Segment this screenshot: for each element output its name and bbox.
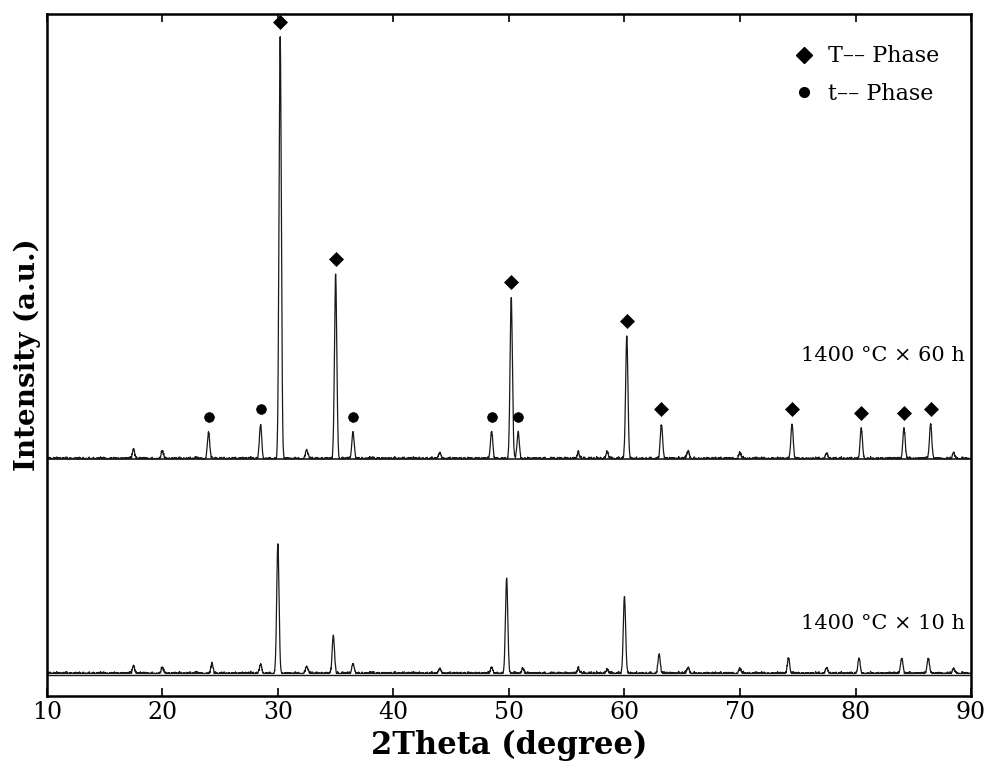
Y-axis label: Intensity (a.u.): Intensity (a.u.) bbox=[14, 239, 41, 471]
Legend: T–– Phase, t–– Phase: T–– Phase, t–– Phase bbox=[788, 39, 946, 112]
Text: 1400 °C × 10 h: 1400 °C × 10 h bbox=[801, 614, 965, 633]
X-axis label: 2Theta (degree): 2Theta (degree) bbox=[371, 730, 647, 761]
Text: 1400 °C × 60 h: 1400 °C × 60 h bbox=[801, 346, 965, 365]
